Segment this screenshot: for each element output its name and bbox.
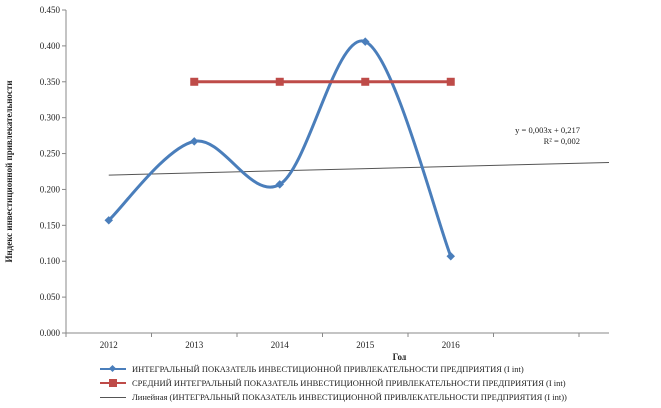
trendline-r-squared: R² = 0,002 [544,136,580,146]
series-1-point [446,77,455,86]
y-tick-label: 0.350 [40,77,61,87]
series-0-point [104,216,113,225]
y-axis-title: Индекс инвестиционной привлекательности [4,80,14,262]
x-axis-title: Год [393,352,407,360]
x-tick-label: 2014 [271,340,290,350]
legend: ИНТЕГРАЛЬНЫЙ ПОКАЗАТЕЛЬ ИНВЕСТИЦИОННОЙ П… [100,362,660,404]
legend-key-line-icon [100,392,126,402]
y-tick-label: 0.100 [40,256,61,266]
chart: 0.000 0.050 0.100 0.150 0.200 0.250 0.300 0.350… [4,5,610,360]
legend-item-integral: ИНТЕГРАЛЬНЫЙ ПОКАЗАТЕЛЬ ИНВЕСТИЦИОННОЙ П… [100,362,660,376]
x-tick-label: 2013 [185,340,204,350]
y-tick-label: 0.450 [40,5,61,15]
trendline [108,161,610,176]
x-tick-label: 2012 [100,340,118,350]
series-0-point [361,37,370,46]
series-1-point [190,77,199,86]
series-0-point [190,137,199,146]
legend-item-trendline: Линейная (ИНТЕГРАЛЬНЫЙ ПОКАЗАТЕЛЬ ИНВЕСТ… [100,390,660,404]
y-tick-label: 0.400 [40,41,61,51]
x-tick-label: 2016 [442,340,461,350]
y-tick-label: 0.050 [40,292,61,302]
series-0-point [446,251,455,261]
legend-label-average: СРЕДНИЙ ИНТЕГРАЛЬНЫЙ ПОКАЗАТЕЛЬ ИНВЕСТИЦ… [132,378,566,388]
y-tick-label: 0.000 [40,328,61,338]
legend-label-integral: ИНТЕГРАЛЬНЫЙ ПОКАЗАТЕЛЬ ИНВЕСТИЦИОННОЙ П… [132,364,524,374]
series-1-point [361,77,370,86]
legend-item-average: СРЕДНИЙ ИНТЕГРАЛЬНЫЙ ПОКАЗАТЕЛЬ ИНВЕСТИЦ… [100,376,660,390]
series-line-0 [107,39,453,257]
y-tick-label: 0.200 [40,184,61,194]
legend-label-trendline: Линейная (ИНТЕГРАЛЬНЫЙ ПОКАЗАТЕЛЬ ИНВЕСТ… [132,392,567,402]
legend-key-diamond-icon [100,364,126,374]
trendline-equation: y = 0,003x + 0,217 [515,125,580,135]
y-tick-label: 0.250 [40,149,61,159]
series-1-point [275,77,284,86]
x-tick-label: 2015 [356,340,375,350]
legend-key-square-icon [100,378,126,388]
y-tick-label: 0.150 [40,220,61,230]
series-0-point [275,180,284,189]
y-tick-label: 0.300 [40,113,61,123]
